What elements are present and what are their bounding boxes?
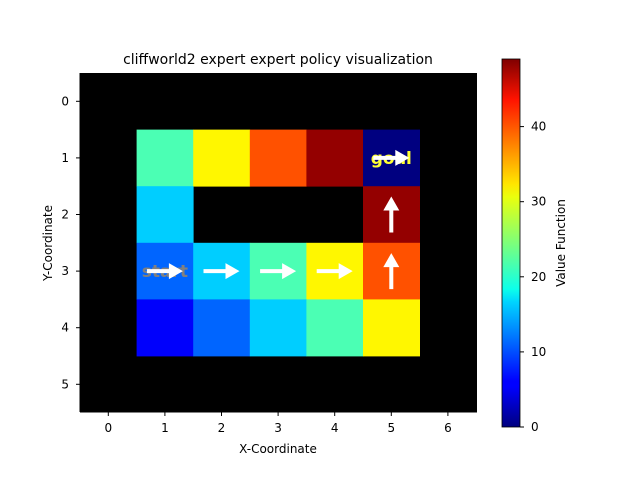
x-tick-label: 0	[104, 421, 112, 435]
heatmap-cell	[306, 129, 364, 187]
policy-arrow-up	[383, 196, 400, 233]
policy-arrow-up	[383, 253, 400, 290]
heatmap-cell	[306, 299, 364, 357]
arrows-layer	[146, 149, 410, 290]
x-tick-label: 5	[387, 421, 395, 435]
y-axis: 0 1 2 3 4 5	[61, 73, 81, 412]
colorbar-label: Value Function	[554, 199, 568, 287]
heatmap-cell	[136, 299, 194, 357]
x-axis-label: X-Coordinate	[239, 442, 317, 456]
colorbar-tick-label: 40	[531, 120, 546, 134]
colorbar: 0 10 20 30 40 Value Function	[501, 58, 568, 434]
colorbar-tick-label: 0	[531, 420, 539, 434]
policy-arrow-right	[260, 263, 297, 280]
x-tick-label: 3	[274, 421, 282, 435]
heatmap-cell	[363, 299, 420, 357]
heatmap-cell	[193, 299, 251, 357]
colorbar-tick-label: 10	[531, 345, 546, 359]
heatmap-grid: startgoal	[80, 73, 477, 412]
y-tick-label: 4	[61, 321, 69, 335]
heatmap-cell	[136, 129, 194, 187]
x-tick-label: 2	[218, 421, 226, 435]
x-tick-label: 4	[331, 421, 339, 435]
colorbar-ticks: 0 10 20 30 40	[520, 120, 546, 434]
policy-arrow-right	[203, 263, 240, 280]
x-tick-label: 6	[444, 421, 452, 435]
heatmap-cell	[136, 186, 194, 244]
policy-arrow-right	[146, 263, 183, 280]
chart-title: cliffworld2 expert expert policy visuali…	[123, 52, 433, 68]
y-axis-label: Y-Coordinate	[41, 205, 55, 282]
policy-arrow-right	[316, 263, 353, 280]
colorbar-tick-label: 30	[531, 195, 546, 209]
heatmap-cell	[249, 129, 307, 187]
x-axis: 0 1 2 3 4 5 6	[80, 411, 477, 435]
y-tick-label: 2	[61, 208, 69, 222]
x-tick-label: 1	[161, 421, 169, 435]
heatmap-cell	[193, 129, 251, 187]
y-tick-label: 3	[61, 264, 69, 278]
colorbar-gradient	[501, 58, 521, 428]
colorbar-tick-label: 20	[531, 270, 546, 284]
policy-arrow-right	[373, 149, 410, 166]
y-tick-label: 1	[61, 151, 69, 165]
y-tick-label: 5	[61, 377, 69, 391]
y-tick-label: 0	[61, 94, 69, 108]
cells-layer	[136, 129, 420, 357]
heatmap-cell	[249, 299, 307, 357]
